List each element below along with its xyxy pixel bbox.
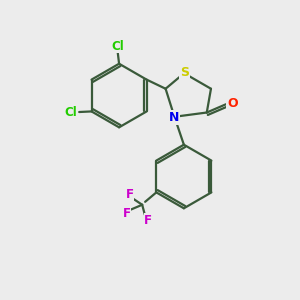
Text: Cl: Cl <box>64 106 77 118</box>
Text: S: S <box>180 65 189 79</box>
Text: F: F <box>144 214 152 226</box>
Text: Cl: Cl <box>111 40 124 52</box>
Text: O: O <box>227 97 238 110</box>
Text: N: N <box>169 111 180 124</box>
Text: F: F <box>123 207 130 220</box>
Text: F: F <box>125 188 134 201</box>
